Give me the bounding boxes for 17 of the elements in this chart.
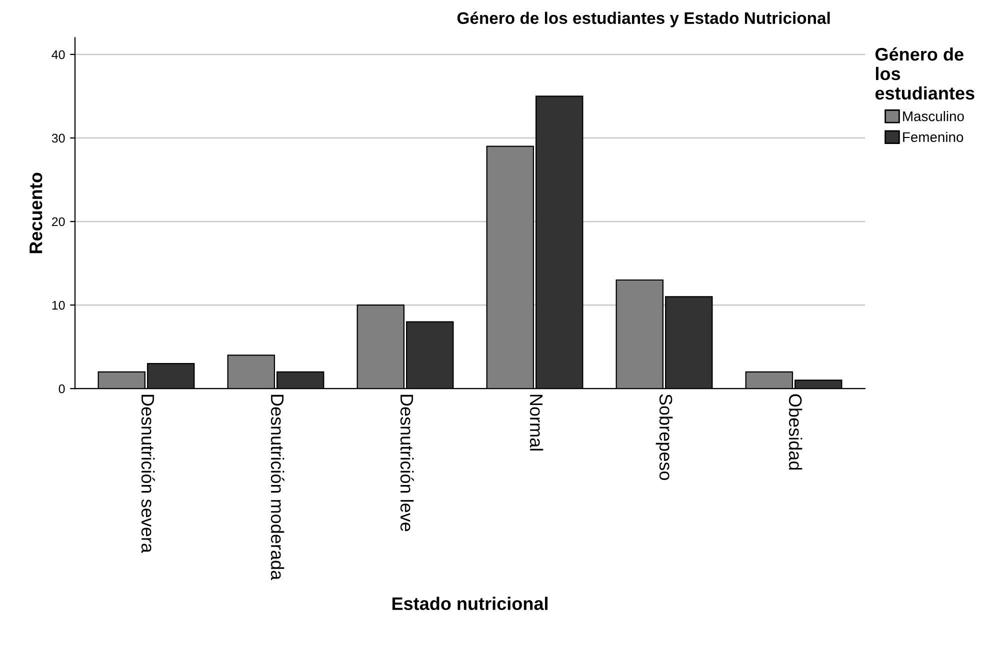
y-tick-label: 10 xyxy=(52,300,65,310)
legend-label: Femenino xyxy=(903,132,964,142)
x-tick-label: Desnutrición leve xyxy=(400,394,414,532)
y-tick-label: 0 xyxy=(58,384,65,394)
x-tick-label: Obesidad xyxy=(788,394,802,470)
x-tick-label: Desnutrición severa xyxy=(141,394,155,554)
chart-title: Género de los estudiantes y Estado Nutricional xyxy=(457,12,830,28)
y-tick-label: 40 xyxy=(52,50,65,60)
legend-label: Masculino xyxy=(903,111,964,122)
y-tick-label: 30 xyxy=(52,134,65,143)
x-tick-label: Normal xyxy=(530,394,544,450)
y-tick-label: 20 xyxy=(52,217,65,226)
y-axis-title: Recuento xyxy=(30,172,42,254)
x-tick-label: Sobrepeso xyxy=(656,394,673,480)
x-tick-label: Desnutrición moderada xyxy=(270,394,284,580)
x-axis-title: Estado nutricional xyxy=(392,596,548,610)
legend-title: Género de los estudiantes xyxy=(875,47,974,100)
